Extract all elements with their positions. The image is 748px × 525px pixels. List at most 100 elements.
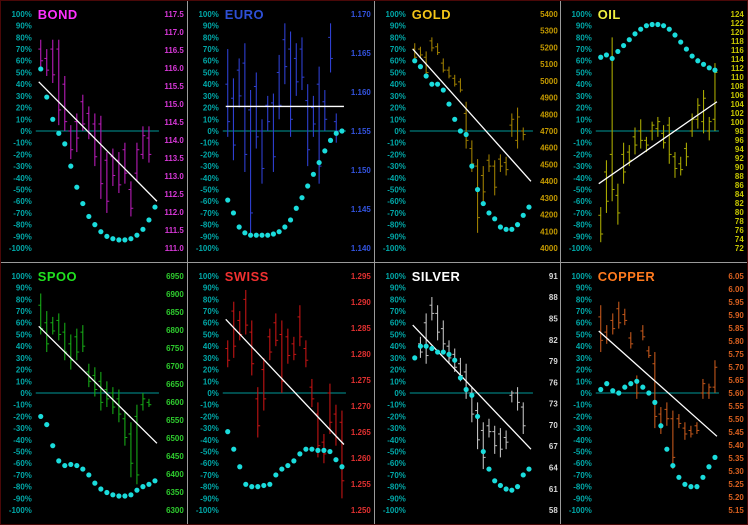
trend-line <box>411 48 531 182</box>
left-axis-label: -90% <box>574 494 593 503</box>
trend-line <box>225 318 345 445</box>
left-axis-label: -70% <box>13 209 32 218</box>
left-axis-label: 70% <box>16 307 32 316</box>
left-axis-label: 30% <box>16 354 32 363</box>
oscillator-dot <box>440 87 446 93</box>
right-axis-label: 1.290 <box>351 298 371 307</box>
left-axis-label: -50% <box>200 186 219 195</box>
oscillator-dot <box>434 81 440 87</box>
left-axis-label: 60% <box>16 57 32 66</box>
silver-chart: 100% 90% 80% 70% 60% 50% 40% 30% 20% 10% 0% -10% -20… <box>382 269 557 515</box>
oscillator-dot <box>682 481 688 487</box>
oscillator-dot <box>224 429 231 435</box>
panel-swiss: 100% 90% 80% 70% 60% 50% 40% 30% 20% 10% 0% -10% -20… <box>187 263 374 524</box>
left-axis-label: -80% <box>574 221 593 230</box>
left-axis-label: 50% <box>203 330 219 339</box>
oscillator-dot <box>287 217 293 223</box>
oscillator-dot <box>622 384 628 390</box>
left-axis-label: 40% <box>203 80 219 89</box>
left-axis-label: 40% <box>389 80 405 89</box>
left-axis: 100% 90% 80% 70% 60% 50% 40% 30% 20% 10% 0% -10% -20… <box>196 10 219 253</box>
left-axis-label: 0% <box>394 389 405 398</box>
left-axis-label: -20% <box>574 412 593 421</box>
oscillator-dot <box>644 23 650 29</box>
oscillator-dot <box>638 26 644 32</box>
right-axis-label: 113.0 <box>164 172 184 181</box>
left-axis-label: -50% <box>574 448 593 457</box>
right-axis-label: 88 <box>735 172 744 181</box>
oscillator-dot <box>503 226 509 232</box>
left-axis-label: -10% <box>200 139 219 148</box>
left-axis-label: 40% <box>576 342 592 351</box>
right-axis-label: 6550 <box>166 416 184 425</box>
oscillator-dot <box>598 54 604 60</box>
left-axis-label: -70% <box>200 209 219 218</box>
right-axis-label: 67 <box>548 442 557 451</box>
right-axis-label: 5400 <box>540 10 558 19</box>
oscillator-dot <box>457 375 463 381</box>
oscillator-dot <box>491 478 497 484</box>
oscillator-dot <box>616 390 622 396</box>
right-axis-label: 6450 <box>166 452 184 461</box>
right-axis-label: 5.75 <box>729 350 745 359</box>
left-axis-label: 70% <box>203 307 219 316</box>
right-axis-label: 6.05 <box>729 272 745 281</box>
left-axis-label: -90% <box>13 232 32 241</box>
oscillator-dot <box>468 392 474 398</box>
left-axis-label: -60% <box>574 197 593 206</box>
right-axis-label: 92 <box>735 154 744 163</box>
left-axis-label: -30% <box>574 424 593 433</box>
oscillator-dot <box>339 128 345 134</box>
left-axis: 100% 90% 80% 70% 60% 50% 40% 30% 20% 10% 0% -10% -20… <box>569 10 592 253</box>
right-axis-label: 96 <box>735 136 744 145</box>
left-axis-label: -40% <box>13 436 32 445</box>
right-axis-label: 4800 <box>540 110 558 119</box>
right-axis-label: 1.255 <box>351 480 371 489</box>
left-axis-label: -30% <box>13 162 32 171</box>
left-axis-label: 30% <box>16 92 32 101</box>
left-axis-label: 0% <box>207 127 218 136</box>
left-axis-label: 10% <box>203 115 219 124</box>
panel-gold: 100% 90% 80% 70% 60% 50% 40% 30% 20% 10% 0% -10% -20… <box>374 1 561 262</box>
right-axis-label: 4700 <box>540 127 558 136</box>
right-axis-label: 79 <box>548 357 557 366</box>
oscillator-dots <box>38 66 158 243</box>
oscillator-dots <box>411 58 532 232</box>
left-axis-label: 60% <box>16 319 32 328</box>
oscillator-dot <box>417 343 423 349</box>
oscillator-dot <box>514 222 520 228</box>
oscillator-dot <box>411 355 417 361</box>
oscillator-dot <box>146 481 152 487</box>
left-axis-label: 10% <box>16 115 32 124</box>
left-axis-label: -90% <box>574 232 593 241</box>
left-axis-label: 20% <box>389 366 405 375</box>
oscillator-dot <box>128 236 134 242</box>
right-axis-label: 5.20 <box>729 493 745 502</box>
left-axis-label: 20% <box>576 104 592 113</box>
right-axis-label: 110 <box>731 73 744 82</box>
oscillator-dot <box>110 492 116 498</box>
right-axis-label: 115.0 <box>164 100 184 109</box>
left-axis-label: 60% <box>389 57 405 66</box>
oscillator-dot <box>706 65 713 71</box>
left-axis-label: 0% <box>581 389 592 398</box>
left-axis-label: -100% <box>196 244 219 253</box>
left-axis-label: 100% <box>12 10 32 19</box>
oscillator-dot <box>520 212 526 218</box>
oscillator-dot <box>712 67 718 73</box>
left-axis-label: -20% <box>574 150 593 159</box>
left-axis-label: -10% <box>13 401 32 410</box>
oscillator-dot <box>104 489 110 496</box>
panel-title: SWISS <box>225 269 269 284</box>
oscillator-dot <box>445 101 452 107</box>
left-axis-label: -90% <box>13 494 32 503</box>
right-axis-label: 1.155 <box>351 127 371 136</box>
right-axis-label: 5.45 <box>729 428 745 437</box>
right-axis-label: 6700 <box>166 362 184 371</box>
right-axis-label: 80 <box>735 208 744 217</box>
oscillator-dot <box>640 384 646 390</box>
oscillator-dot <box>445 351 452 357</box>
panel-oil: 100% 90% 80% 70% 60% 50% 40% 30% 20% 10% 0% -10% -20… <box>561 1 747 262</box>
right-axis-label: 1.170 <box>351 10 371 19</box>
